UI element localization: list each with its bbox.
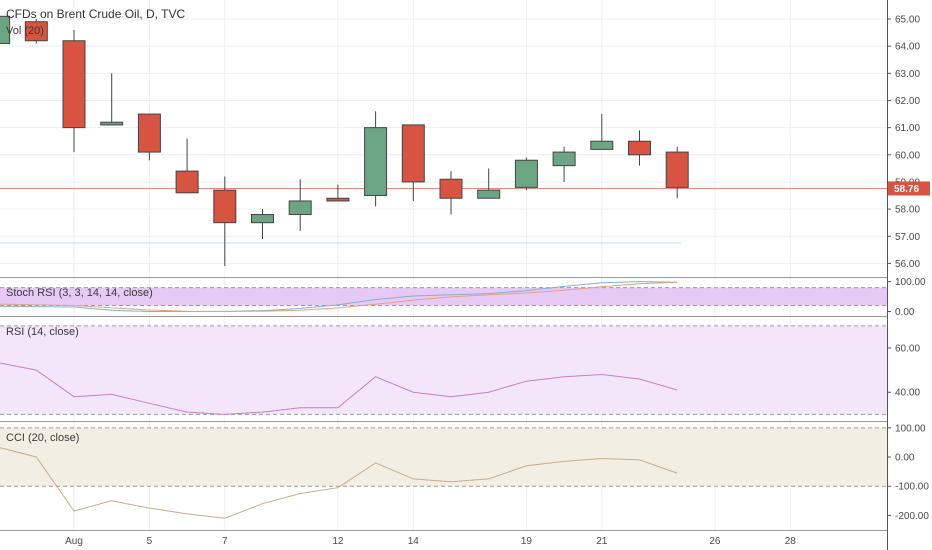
stoch-d-line [0,281,678,313]
candle-body [665,151,689,188]
price-tick-label: 61.00 [895,123,920,134]
price-tick-label: 57.00 [895,232,920,243]
x-tick-label: 19 [521,536,533,547]
candle-body [552,151,576,167]
indicator-backgrounds [0,287,887,487]
candle [326,184,350,202]
candle [288,179,312,231]
candle [628,130,651,166]
price-tick-label: 65.00 [895,15,920,26]
candle-body [288,200,312,216]
candle-body [439,178,463,199]
candle-body [0,15,11,44]
x-tick-label: 28 [785,536,797,547]
candle-body [401,124,425,183]
candle [665,146,689,199]
candle [401,124,425,201]
candle-body [62,40,86,129]
chart-title: CFDs on Brent Crude Oil, D, TVC [6,7,185,21]
x-tick-label: 26 [709,536,721,547]
stoch-tick-label: 0.00 [895,307,915,318]
candle [100,73,124,126]
stoch-band-fill [0,287,887,306]
price-tick-label: 60.00 [895,150,920,161]
candle-body [137,113,161,153]
cci-tick-label: 0.00 [895,453,915,464]
candle [137,113,161,161]
candle [213,176,237,267]
candle [0,15,11,44]
candle [590,114,614,150]
price-tick-label: 63.00 [895,69,920,80]
candle-body [514,159,538,188]
candle [477,168,501,199]
rsi-tick-label: 60.00 [895,343,920,354]
stoch-tick-label: 100.00 [895,277,926,288]
volume-label: Vol (20) [6,25,44,37]
candle-body [251,214,274,224]
candle [251,209,274,239]
rsi-line [0,362,678,415]
cci-tick-label: -200.00 [895,511,929,522]
price-tick-label: 62.00 [895,96,920,107]
candle-body [24,21,48,42]
candle [364,111,388,207]
stoch-k-line [0,281,678,312]
cci-label: CCI (20, close) [6,432,79,444]
candle-body [213,189,237,224]
candle [62,29,86,153]
candle [514,157,538,191]
x-tick-label: 5 [147,536,153,547]
x-tick-label: 12 [332,536,344,547]
candle [175,138,199,194]
x-tick-label: 14 [408,536,420,547]
x-tick-label: 7 [222,536,228,547]
candle [24,19,48,44]
cci-tick-label: 100.00 [895,423,926,434]
candle-body [364,127,388,197]
stoch-rsi-label: Stoch RSI (3, 3, 14, 14, close) [6,287,153,299]
candle-body [326,197,350,202]
candle-body [590,140,614,150]
candle-body [175,170,199,194]
candle [552,146,576,182]
rsi-band-fill [0,325,887,415]
cci-line [0,447,678,519]
rsi-tick-label: 40.00 [895,388,920,399]
series-layer [0,15,887,519]
cci-tick-label: -100.00 [895,482,929,493]
cci-band-fill [0,427,887,487]
x-tick-label: Aug [65,536,83,547]
price-tick-label: 56.00 [895,259,920,270]
rsi-label: RSI (14, close) [6,326,79,338]
candle [439,171,463,215]
x-tick-label: 21 [596,536,608,547]
current-price-label: 58.76 [894,184,919,195]
current-price-tag [888,181,930,196]
candle-body [477,189,501,199]
candle-body [100,121,124,126]
grid-layer [0,0,887,530]
price-tick-label: 58.00 [895,205,920,216]
price-tick-label: 64.00 [895,42,920,53]
candle-body [628,140,651,156]
